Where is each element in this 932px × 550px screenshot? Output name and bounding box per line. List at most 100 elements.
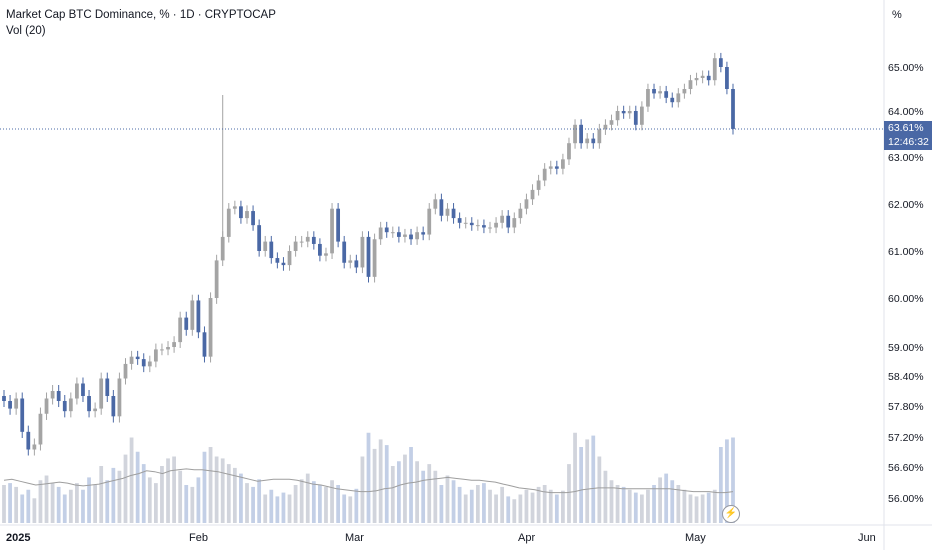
price-scale-unit[interactable]: % xyxy=(892,9,902,21)
volume-bar xyxy=(26,489,31,523)
volume-bar xyxy=(524,489,529,523)
volume-bar xyxy=(44,475,49,523)
volume-bar xyxy=(245,483,249,523)
candle-body xyxy=(111,396,116,417)
candle-body xyxy=(336,208,341,242)
candle-body xyxy=(403,234,407,237)
candle-body xyxy=(8,401,12,409)
candle-body xyxy=(548,166,553,169)
volume-bar xyxy=(451,480,456,523)
candle-body xyxy=(500,215,505,223)
candle-body xyxy=(32,444,37,450)
candle-body xyxy=(226,208,231,237)
volume-bar xyxy=(573,432,577,523)
volume-bar xyxy=(615,485,620,523)
candle-body xyxy=(2,396,6,401)
x-tick-label: Feb xyxy=(189,532,208,544)
candle-body xyxy=(208,298,213,357)
volume-bar xyxy=(548,489,553,523)
volume-bar xyxy=(621,486,626,523)
volume-bar xyxy=(360,456,365,523)
candle-body xyxy=(20,398,25,432)
volume-bar xyxy=(318,485,322,523)
volume-bar xyxy=(506,496,511,523)
volume-bar xyxy=(153,483,158,523)
volume-bar xyxy=(627,489,632,523)
volume-bar xyxy=(403,454,407,523)
candle-body xyxy=(299,241,304,243)
volume-bar xyxy=(141,464,146,523)
candle-body xyxy=(530,189,535,200)
price-scale xyxy=(884,0,932,550)
candle-body xyxy=(718,58,723,67)
volume-bar xyxy=(725,439,729,523)
candle-body xyxy=(451,208,456,219)
volume-bar xyxy=(469,489,474,523)
volume-bar xyxy=(348,496,353,523)
candle-body xyxy=(330,208,334,254)
candle-body xyxy=(372,239,377,277)
volume-bar xyxy=(202,451,207,523)
candle-body xyxy=(232,206,237,209)
candle-body xyxy=(554,166,559,169)
candle-body xyxy=(166,347,170,350)
candle-body xyxy=(360,236,365,268)
volume-bar xyxy=(263,494,268,523)
candle-body xyxy=(573,124,577,144)
candle-body xyxy=(14,398,19,409)
y-tick-label: 57.80% xyxy=(888,401,924,413)
volume-bar xyxy=(299,479,304,523)
lightning-icon[interactable]: ⚡ xyxy=(722,505,740,523)
candle-body xyxy=(105,378,110,396)
candle-body xyxy=(542,168,547,181)
candle-body xyxy=(621,111,626,114)
y-tick-label: 59.00% xyxy=(888,342,924,354)
volume-bar xyxy=(160,466,164,523)
candle-body xyxy=(664,91,669,98)
candle-body xyxy=(706,75,711,81)
candle-body xyxy=(93,408,98,412)
x-tick-label: 2025 xyxy=(6,532,30,544)
y-tick-label: 60.00% xyxy=(888,293,924,305)
candle-body xyxy=(712,58,717,81)
candle-body xyxy=(196,300,201,333)
volume-bar xyxy=(567,464,571,523)
x-tick-label: Apr xyxy=(518,532,535,544)
candle-body xyxy=(287,251,292,266)
candle-body xyxy=(700,75,705,78)
volume-bar xyxy=(433,470,438,523)
candle-body xyxy=(518,208,523,219)
volume-bar xyxy=(354,488,359,523)
candle-body xyxy=(457,218,462,223)
candle-body xyxy=(251,211,255,226)
volume-bar xyxy=(336,485,341,523)
candle-body xyxy=(348,260,353,263)
x-tick-label: Jun xyxy=(858,532,876,544)
candle-body xyxy=(62,401,67,412)
volume-bar xyxy=(676,485,681,523)
volume-bar xyxy=(81,489,85,523)
candle-body xyxy=(318,243,322,256)
volume-bar xyxy=(427,464,432,523)
volume-bar xyxy=(688,494,693,523)
volume-bar xyxy=(117,470,122,523)
candle-body xyxy=(81,383,85,396)
volume-bar xyxy=(463,494,468,523)
volume-bar xyxy=(50,483,55,523)
candle-body xyxy=(75,383,79,399)
candle-body xyxy=(160,349,164,351)
volume-bar xyxy=(105,480,110,523)
candle-body xyxy=(311,236,316,244)
volume-bar xyxy=(585,439,590,523)
volume-legend: Vol (20) xyxy=(6,25,46,37)
volume-bar xyxy=(239,473,243,523)
volume-bar xyxy=(591,435,596,523)
candle-body xyxy=(439,199,444,216)
volume-bar xyxy=(184,485,189,523)
volume-bar xyxy=(409,447,413,523)
volume-bar xyxy=(287,494,292,523)
volume-bar xyxy=(281,492,286,523)
volume-bar xyxy=(8,483,12,523)
y-tick-label: 64.00% xyxy=(888,106,924,118)
